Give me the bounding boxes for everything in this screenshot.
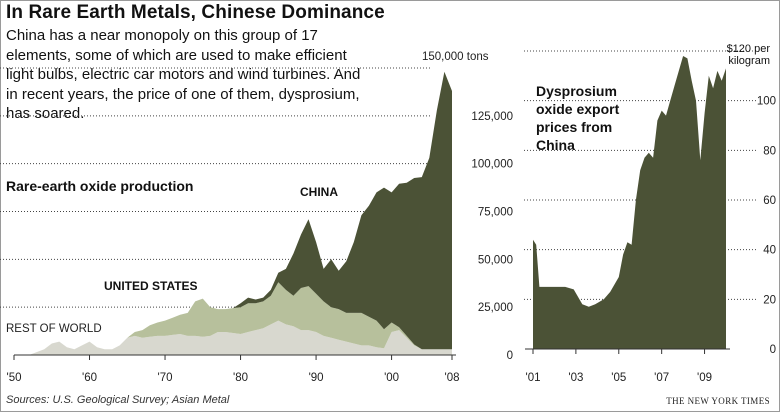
y-tick-label: 0 [770,344,776,356]
production-chart-title: Rare-earth oxide production [6,178,194,194]
y-tick-label: 150,000 tons [422,51,489,63]
source-note: Sources: U.S. Geological Survey; Asian M… [6,394,230,406]
intro-text: China has a near monopoly on this group … [6,27,361,122]
label-china: CHINA [300,185,338,199]
label-rest-of-world: REST OF WORLD [6,323,102,335]
price-unit-label: $120 per kilogram [726,43,770,67]
x-tick-label: '70 [158,372,173,384]
y-tick-label: 0 [507,350,513,362]
x-tick-label: '07 [654,372,669,384]
area-rest-of-world [14,320,452,355]
headline: In Rare Earth Metals, Chinese Dominance [6,2,385,23]
x-tick-label: '01 [526,372,541,384]
x-tick-label: '08 [445,372,460,384]
x-tick-label: '60 [82,372,97,384]
y-tick-label: 100,000 [471,159,513,171]
y-tick-label: 50,000 [478,254,513,266]
area-dysprosium [533,56,726,349]
label-united-states: UNITED STATES [104,279,198,293]
x-tick-label: '50 [7,372,22,384]
x-tick-label: '90 [309,372,324,384]
y-tick-label: 40 [763,245,776,257]
y-tick-label: 75,000 [478,207,513,219]
y-tick-label: 100 [757,96,776,108]
area-united-states [14,282,452,355]
y-tick-label: 20 [763,294,776,306]
area-china [14,71,452,356]
y-tick-label: 25,000 [478,302,513,314]
y-tick-label: 60 [763,195,776,207]
y-tick-label: 80 [763,145,776,157]
x-tick-label: '80 [233,372,248,384]
x-tick-label: '05 [611,372,626,384]
x-tick-label: '09 [697,372,712,384]
price-chart-title: Dysprosium oxide export prices from Chin… [536,83,620,153]
x-tick-label: '03 [568,372,583,384]
x-tick-label: '00 [384,372,399,384]
y-tick-label: 125,000 [471,111,513,123]
credit: THE NEW YORK TIMES [666,396,770,406]
